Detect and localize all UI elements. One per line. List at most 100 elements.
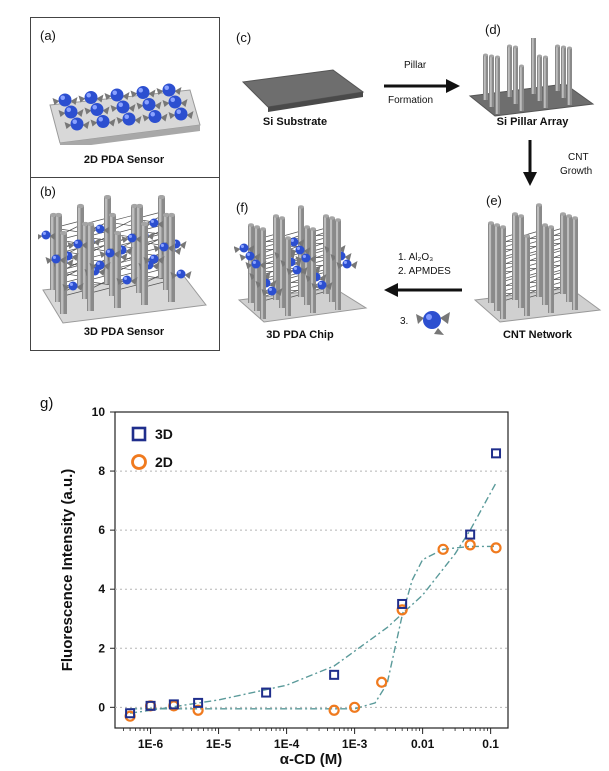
pillar (60, 233, 67, 314)
panel-e-caption: CNT Network (502, 329, 573, 341)
data-point-3d (168, 699, 179, 710)
x-tick-label: 0.01 (411, 737, 435, 751)
pda-sphere-icon (142, 98, 156, 111)
sphere-highlight (150, 219, 154, 223)
sphere-highlight (123, 276, 128, 280)
pda-arm-icon (313, 266, 321, 274)
pillar-top (310, 227, 316, 231)
pda-arm-icon (309, 255, 317, 263)
x-tick-label: 1E-4 (274, 737, 300, 751)
panel-f-illustration (234, 205, 368, 323)
arrow-e-f-step1: 1. Al₂O₃ (398, 252, 434, 263)
pda-arm-icon (261, 289, 269, 296)
pda-arm-icon (184, 271, 192, 279)
pda-arm-icon (167, 244, 175, 252)
pillar-top (114, 230, 121, 236)
sphere-highlight (252, 260, 256, 264)
y-tick-label: 6 (98, 523, 105, 537)
pillar-highlight (567, 216, 570, 302)
pda-arm-icon (45, 257, 53, 264)
pda-sphere-icon (292, 265, 302, 275)
sphere-highlight (98, 116, 103, 122)
pda-arm-icon (300, 267, 308, 275)
pda-arm-icon (249, 273, 257, 280)
sphere-highlight (118, 102, 123, 107)
pda-arm-icon (305, 275, 313, 282)
panel-c-caption: Si Substrate (262, 116, 328, 128)
pillar-top (483, 53, 488, 57)
pillar-top (158, 195, 165, 200)
sphere-highlight (74, 240, 78, 244)
pda-arm-icon (142, 114, 150, 122)
legend-label-3d: 3D (155, 426, 173, 442)
fluorescence-chart: 0 2 4 6 8 10 1E-6 1E-5 1E-4 1E-3 0.01 0.1 3D 2D Fluo… (59, 405, 509, 768)
panel-g-label: g) (40, 395, 54, 412)
arrow-e-f (384, 283, 462, 297)
pillar-highlight (537, 205, 540, 297)
sphere-highlight (240, 244, 244, 248)
pda-arm-icon (168, 112, 176, 119)
pda-sphere-icon (245, 251, 255, 261)
data-point-3d (145, 700, 156, 711)
pillar-top (518, 214, 524, 218)
pda-arm-icon (76, 109, 84, 117)
pillar-highlight (573, 218, 576, 310)
sphere-highlight (150, 111, 155, 117)
pillar-highlight (495, 225, 498, 311)
pillar-highlight (164, 215, 167, 290)
sphere-highlight (290, 238, 294, 242)
pda-arm-icon (102, 106, 110, 115)
pillar-highlight (61, 233, 64, 314)
pda-arm-icon (152, 262, 160, 270)
pda-arm-icon (62, 284, 70, 291)
pda-arm-icon (104, 93, 112, 100)
panel-d-illustration (468, 38, 595, 117)
pda-sphere-icon (110, 88, 124, 102)
pillar-top (168, 212, 175, 218)
pillar-highlight (142, 224, 145, 305)
data-point-2d (464, 539, 476, 551)
pillar-top (87, 221, 94, 227)
pda-sphere-icon (96, 115, 110, 128)
pda-arm-icon (280, 260, 288, 267)
data-point-2d (437, 543, 449, 555)
pillar (50, 215, 57, 290)
pda-sphere-icon (342, 259, 352, 269)
pillar (168, 215, 175, 302)
x-tick-label: 0.1 (482, 737, 499, 751)
data-point-2d (349, 701, 361, 713)
y-tick-label: 0 (98, 700, 105, 714)
pda-sphere-icon (239, 243, 249, 253)
pda-arm-icon (64, 122, 72, 129)
pda-arm-icon (186, 111, 194, 119)
pda-arm-icon (324, 246, 332, 253)
pillar-top (304, 225, 310, 229)
pda-arm-icon (108, 118, 116, 127)
pda-arm-icon (330, 254, 338, 261)
pillar-highlight (489, 223, 492, 303)
y-tick-label: 2 (98, 641, 105, 655)
pillar-highlight (83, 224, 86, 299)
pda-sphere-icon (64, 105, 78, 119)
pillar-highlight (556, 46, 558, 91)
data-point-2d (192, 704, 204, 716)
pda-arm-icon (157, 220, 165, 228)
pillar-top (55, 212, 62, 218)
pillar-highlight (137, 206, 140, 293)
sphere-highlight (246, 252, 250, 256)
panel-b-label: (b) (40, 184, 56, 199)
y-tick-label: 4 (98, 582, 105, 596)
pda-arm-icon (319, 274, 327, 282)
arrow-c-d (384, 79, 460, 93)
pda-sphere-icon (70, 117, 84, 131)
pillar-top (254, 225, 260, 229)
pillar-top (537, 54, 542, 58)
sphere-highlight (268, 287, 272, 291)
pda-sphere-icon (317, 280, 327, 290)
arrow-d-e-text-2: Growth (560, 166, 593, 177)
pda-arm-icon (103, 262, 111, 270)
pillar-highlight (159, 197, 162, 278)
pillar (87, 224, 94, 311)
pillar-highlight (336, 220, 339, 310)
pda-arm-icon (170, 272, 178, 279)
